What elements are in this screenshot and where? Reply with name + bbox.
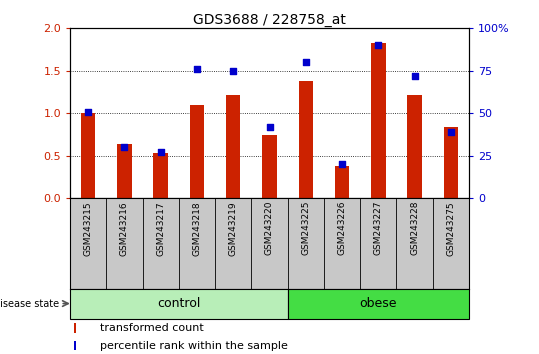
Text: GSM243227: GSM243227 xyxy=(374,201,383,256)
Text: GSM243215: GSM243215 xyxy=(84,201,93,256)
Bar xyxy=(74,341,76,350)
Text: GSM243220: GSM243220 xyxy=(265,201,274,256)
Bar xyxy=(288,289,469,319)
Bar xyxy=(371,43,385,198)
Bar xyxy=(444,127,458,198)
Point xyxy=(156,149,165,155)
Text: GSM243218: GSM243218 xyxy=(192,201,202,256)
Text: control: control xyxy=(157,297,201,310)
Point xyxy=(229,68,238,74)
Title: GDS3688 / 228758_at: GDS3688 / 228758_at xyxy=(193,13,346,27)
Text: GSM243219: GSM243219 xyxy=(229,201,238,256)
Point xyxy=(192,66,201,72)
Point xyxy=(120,144,129,150)
Point xyxy=(410,73,419,79)
Text: GSM243216: GSM243216 xyxy=(120,201,129,256)
Text: disease state: disease state xyxy=(0,298,59,309)
Bar xyxy=(262,135,277,198)
Point xyxy=(84,109,93,114)
Text: transformed count: transformed count xyxy=(100,323,204,333)
Bar xyxy=(226,95,240,198)
Text: obese: obese xyxy=(360,297,397,310)
Bar xyxy=(81,113,95,198)
Bar xyxy=(74,323,76,333)
Point xyxy=(265,124,274,130)
Bar xyxy=(299,81,313,198)
Text: GSM243217: GSM243217 xyxy=(156,201,165,256)
Text: GSM243226: GSM243226 xyxy=(337,201,347,256)
Text: GSM243275: GSM243275 xyxy=(446,201,455,256)
Point xyxy=(374,42,383,48)
Bar xyxy=(70,289,288,319)
Bar xyxy=(407,96,422,198)
Bar xyxy=(190,105,204,198)
Bar xyxy=(335,166,349,198)
Text: GSM243225: GSM243225 xyxy=(301,201,310,256)
Bar xyxy=(117,144,132,198)
Point xyxy=(338,161,347,167)
Text: GSM243228: GSM243228 xyxy=(410,201,419,256)
Point xyxy=(446,129,455,135)
Point xyxy=(301,59,310,65)
Bar xyxy=(154,153,168,198)
Text: percentile rank within the sample: percentile rank within the sample xyxy=(100,341,288,350)
